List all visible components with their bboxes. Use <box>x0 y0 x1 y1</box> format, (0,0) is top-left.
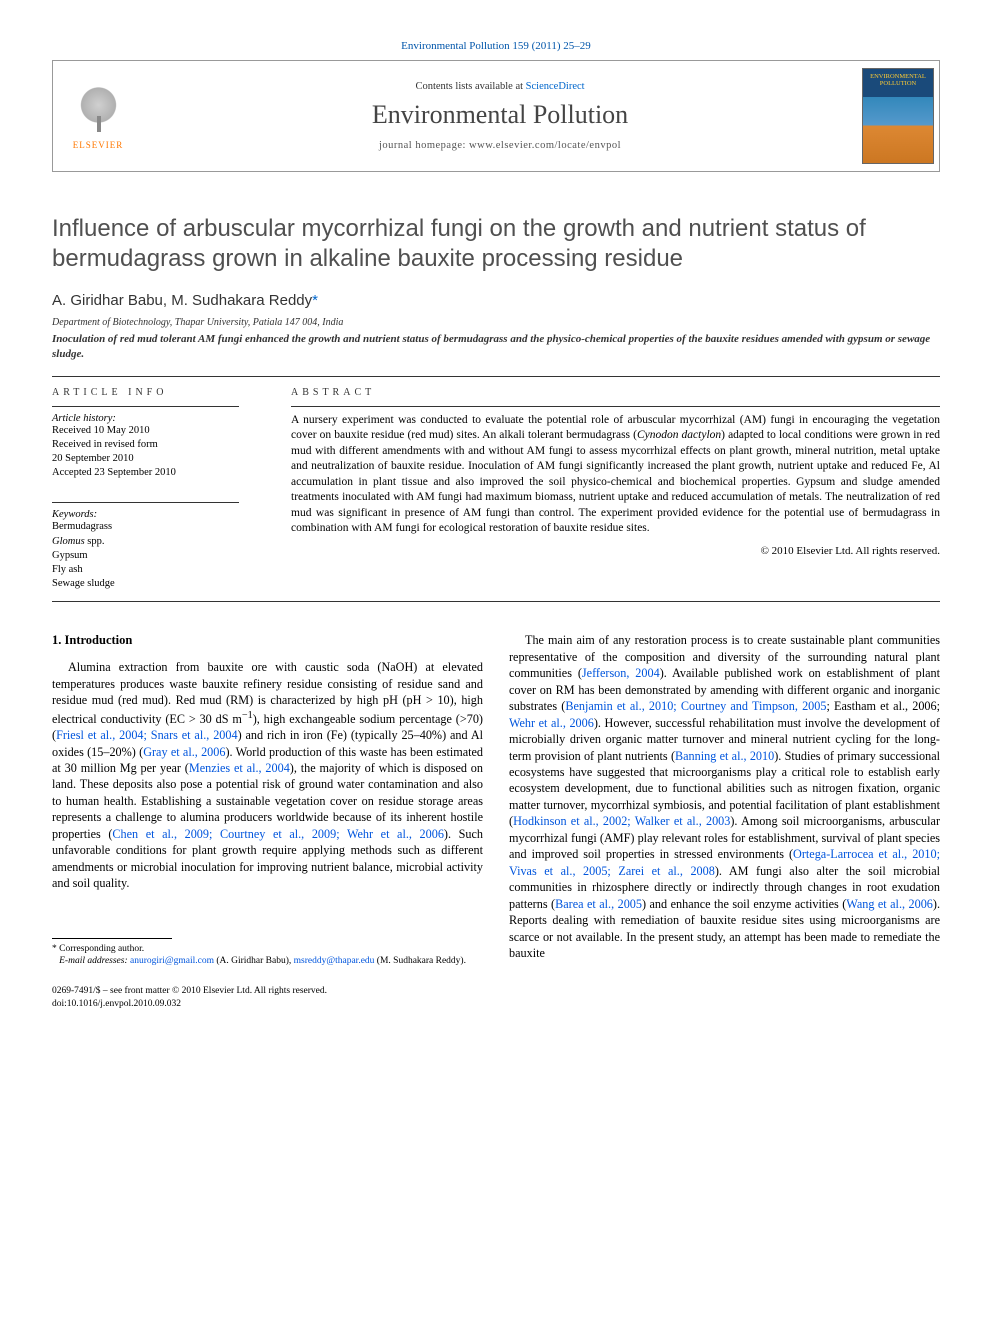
contents-prefix: Contents lists available at <box>415 81 525 92</box>
doi-line: doi:10.1016/j.envpol.2010.09.032 <box>52 998 940 1010</box>
citation-link[interactable]: Banning et al., 2010 <box>675 749 774 763</box>
abstract-rule <box>291 406 940 407</box>
article-info-heading: ARTICLE INFO <box>52 387 265 398</box>
history-item: Accepted 23 September 2010 <box>52 466 265 480</box>
article-info-column: ARTICLE INFO Article history: Received 1… <box>52 377 277 602</box>
intro-paragraph-1: Alumina extraction from bauxite ore with… <box>52 659 483 892</box>
author-names: A. Giridhar Babu, M. Sudhakara Reddy <box>52 292 312 309</box>
history-label: Article history: <box>52 413 265 424</box>
keywords-block: Keywords: BermudagrassGlomus spp.GypsumF… <box>52 502 265 591</box>
keywords-list: BermudagrassGlomus spp.GypsumFly ashSewa… <box>52 520 265 591</box>
email-2-who: (M. Sudhakara Reddy). <box>377 956 466 966</box>
info-rule-2 <box>52 502 239 503</box>
homepage-url[interactable]: www.elsevier.com/locate/envpol <box>469 140 621 151</box>
citation-link[interactable]: Menzies et al., 2004 <box>189 761 290 775</box>
corresponding-footnote: * Corresponding author. E-mail addresses… <box>52 943 483 968</box>
citation-link[interactable]: Chen et al., 2009; Courtney et al., 2009… <box>112 827 444 841</box>
keyword-item: Glomus spp. <box>52 535 265 549</box>
homepage-line: journal homepage: www.elsevier.com/locat… <box>143 140 857 151</box>
highlight-statement: Inoculation of red mud tolerant AM fungi… <box>52 332 940 362</box>
cover-image <box>862 68 934 164</box>
keyword-item: Fly ash <box>52 563 265 577</box>
sciencedirect-link[interactable]: ScienceDirect <box>526 81 585 92</box>
info-rule <box>52 406 239 407</box>
corresponding-mark[interactable]: * <box>312 292 318 309</box>
citation-link[interactable]: Wehr et al., 2006 <box>509 716 594 730</box>
email-line: E-mail addresses: anurogiri@gmail.com (A… <box>52 955 483 967</box>
article-page: Environmental Pollution 159 (2011) 25–29… <box>0 0 992 1040</box>
elsevier-tree-icon <box>71 83 126 138</box>
citation-link[interactable]: Hodkinson et al., 2002; Walker et al., 2… <box>513 814 730 828</box>
history-item: Received 10 May 2010 <box>52 424 265 438</box>
citation-link[interactable]: Benjamin et al., 2010; Courtney and Timp… <box>565 699 826 713</box>
authors: A. Giridhar Babu, M. Sudhakara Reddy* <box>52 292 940 309</box>
journal-name: Environmental Pollution <box>143 100 857 130</box>
citation-link[interactable]: Ortega-Larrocea et al., 2010; Vivas et a… <box>509 847 940 877</box>
contents-line: Contents lists available at ScienceDirec… <box>143 81 857 92</box>
abstract-text: A nursery experiment was conducted to ev… <box>291 413 940 537</box>
history-item: Received in revised form <box>52 438 265 452</box>
affiliation: Department of Biotechnology, Thapar Univ… <box>52 317 940 328</box>
publisher-logo[interactable]: ELSEVIER <box>53 61 143 171</box>
journal-cover[interactable] <box>857 61 939 171</box>
citation-link[interactable]: Jefferson, 2004 <box>582 666 660 680</box>
history-item: 20 September 2010 <box>52 452 265 466</box>
footnote-separator <box>52 938 172 939</box>
abstract-column: ABSTRACT A nursery experiment was conduc… <box>277 377 940 602</box>
front-matter-line: 0269-7491/$ – see front matter © 2010 El… <box>52 985 940 997</box>
section-heading-intro: 1. Introduction <box>52 632 483 649</box>
email-2[interactable]: msreddy@thapar.edu <box>294 956 375 966</box>
abstract-heading: ABSTRACT <box>291 387 940 398</box>
body-columns: 1. Introduction Alumina extraction from … <box>52 632 940 967</box>
article-title: Influence of arbuscular mycorrhizal fung… <box>52 214 940 274</box>
intro-paragraph-2: The main aim of any restoration process … <box>509 632 940 961</box>
corr-label: * Corresponding author. <box>52 943 483 955</box>
citation-link[interactable]: Wang et al., 2006 <box>846 897 933 911</box>
header-center: Contents lists available at ScienceDirec… <box>143 61 857 171</box>
keyword-item: Sewage sludge <box>52 577 265 591</box>
citation-link[interactable]: Friesl et al., 2004; Snars et al., 2004 <box>56 728 238 742</box>
journal-header: ELSEVIER Contents lists available at Sci… <box>52 60 940 172</box>
info-abstract-row: ARTICLE INFO Article history: Received 1… <box>52 376 940 603</box>
journal-reference: Environmental Pollution 159 (2011) 25–29 <box>52 40 940 52</box>
keywords-label: Keywords: <box>52 509 265 520</box>
email-1[interactable]: anurogiri@gmail.com <box>130 956 214 966</box>
keyword-item: Gypsum <box>52 549 265 563</box>
elsevier-label: ELSEVIER <box>73 140 124 150</box>
email-label: E-mail addresses: <box>59 956 128 966</box>
history-list: Received 10 May 2010Received in revised … <box>52 424 265 481</box>
abstract-copyright: © 2010 Elsevier Ltd. All rights reserved… <box>291 545 940 557</box>
citation-link[interactable]: Barea et al., 2005 <box>555 897 642 911</box>
email-1-who: (A. Giridhar Babu), <box>216 956 291 966</box>
bottom-metadata: 0269-7491/$ – see front matter © 2010 El… <box>52 985 940 1010</box>
citation-link[interactable]: Gray et al., 2006 <box>143 745 225 759</box>
homepage-prefix: journal homepage: <box>379 140 469 151</box>
keyword-item: Bermudagrass <box>52 520 265 534</box>
